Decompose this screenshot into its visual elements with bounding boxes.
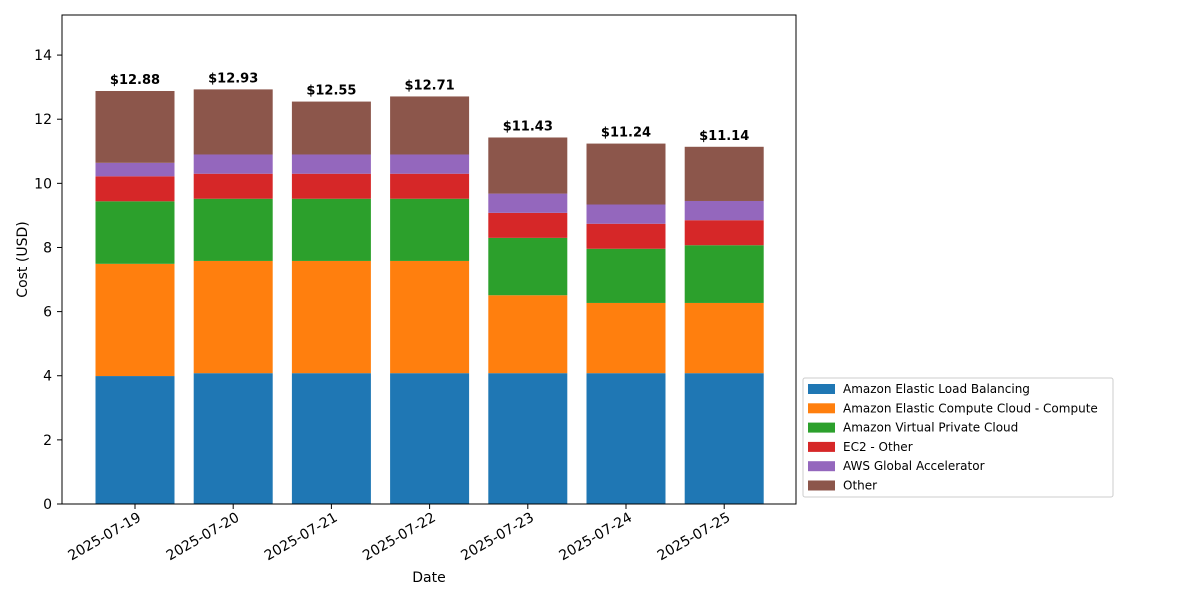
bar-total-label: $12.71	[405, 78, 455, 93]
bar-segment	[586, 302, 666, 374]
bar-segment	[193, 154, 273, 174]
y-tick-label: 14	[34, 48, 52, 64]
legend-swatch	[808, 403, 835, 414]
bar-segment	[586, 143, 666, 205]
bar-segment	[586, 373, 666, 504]
plot-area-frame	[61, 14, 797, 505]
bar-segment	[291, 101, 371, 155]
bar-segment	[390, 198, 470, 261]
legend-swatch	[808, 441, 835, 452]
bar-segment	[291, 154, 371, 174]
bar-segment	[488, 295, 568, 374]
bar-segment	[684, 245, 764, 303]
bar-segment	[586, 204, 666, 224]
x-axis-label: Date	[412, 570, 445, 586]
bar-segment	[193, 198, 273, 261]
bar-segment	[193, 173, 273, 199]
bar-segment	[390, 173, 470, 199]
legend-frame	[802, 377, 1114, 498]
legend-label: Amazon Elastic Compute Cloud - Compute	[843, 401, 1098, 415]
bar-segment	[684, 373, 764, 504]
legend: Amazon Elastic Load Balancing Amazon Elas…	[802, 377, 1114, 498]
bar-segment	[291, 260, 371, 374]
legend-swatch	[808, 422, 835, 433]
bar-total-label: $12.55	[306, 84, 356, 99]
bars-group	[95, 89, 764, 504]
bar-segment	[488, 212, 568, 238]
y-tick-label: 8	[43, 240, 52, 256]
legend-swatch	[808, 480, 835, 491]
y-tick-label: 6	[43, 305, 52, 321]
bar-total-label: $11.43	[503, 119, 553, 134]
bar-segment	[488, 137, 568, 194]
bar-segment	[193, 373, 273, 504]
y-tick-label: 10	[34, 176, 52, 192]
bar-segment	[95, 263, 175, 377]
bar-segment	[390, 154, 470, 174]
bar-segment	[488, 193, 568, 213]
bar-segment	[586, 248, 666, 303]
y-axis: 0 2 4 6 8 10 12 14	[34, 48, 62, 513]
bar-total-label: $12.88	[110, 73, 160, 88]
legend-label: Amazon Elastic Load Balancing	[843, 382, 1030, 396]
bar-segment	[390, 96, 470, 155]
legend-swatch	[808, 384, 835, 394]
bar-segment	[684, 220, 764, 246]
bar-segment	[95, 201, 175, 264]
x-tick-label: 2025-07-24	[557, 510, 636, 565]
bar-segment	[684, 302, 764, 374]
bar-segment	[95, 162, 175, 177]
bar-segment	[95, 90, 175, 163]
bar-total-label: $12.93	[208, 71, 258, 86]
bar-segment	[586, 223, 666, 249]
x-tick-label: 2025-07-20	[164, 510, 242, 565]
bar-segment	[95, 176, 175, 202]
legend-label: AWS Global Accelerator	[843, 459, 985, 473]
bar-segment	[291, 198, 371, 261]
y-tick-label: 0	[43, 497, 52, 513]
bar-segment	[193, 260, 273, 374]
bar-segment	[488, 373, 568, 504]
bar-total-label: $11.14	[699, 129, 749, 144]
bar-segment	[390, 260, 470, 374]
y-tick-label: 4	[43, 369, 52, 385]
x-tick-label: 2025-07-22	[360, 510, 438, 565]
legend-label: Amazon Virtual Private Cloud	[843, 421, 1018, 435]
legend-label: EC2 - Other	[843, 440, 913, 454]
bar-segment	[193, 89, 273, 155]
y-tick-label: 2	[43, 433, 52, 449]
bar-segment	[95, 376, 175, 504]
x-tick-label: 2025-07-21	[262, 510, 340, 565]
x-tick-label: 2025-07-25	[655, 510, 733, 565]
y-tick-label: 12	[34, 112, 52, 128]
x-tick-label: 2025-07-19	[66, 510, 144, 565]
legend-label: Other	[843, 479, 877, 493]
x-tick-label: 2025-07-23	[458, 510, 536, 565]
legend-swatch	[808, 461, 835, 472]
bar-segment	[291, 173, 371, 199]
bar-segment	[291, 373, 371, 504]
bar-segment	[488, 237, 568, 296]
x-axis: 2025-07-19 2025-07-20 2025-07-21 2025-07-22…	[66, 504, 733, 565]
bar-total-label: $11.24	[601, 126, 651, 141]
bar-segment	[684, 200, 764, 221]
y-axis-label: Cost (USD)	[15, 221, 31, 297]
bar-segment	[684, 146, 764, 201]
bar-segment	[390, 373, 470, 504]
total-labels-group: $12.88 $12.93 $12.55 $12.71 $11.43 $11.24 $11.…	[110, 71, 749, 143]
